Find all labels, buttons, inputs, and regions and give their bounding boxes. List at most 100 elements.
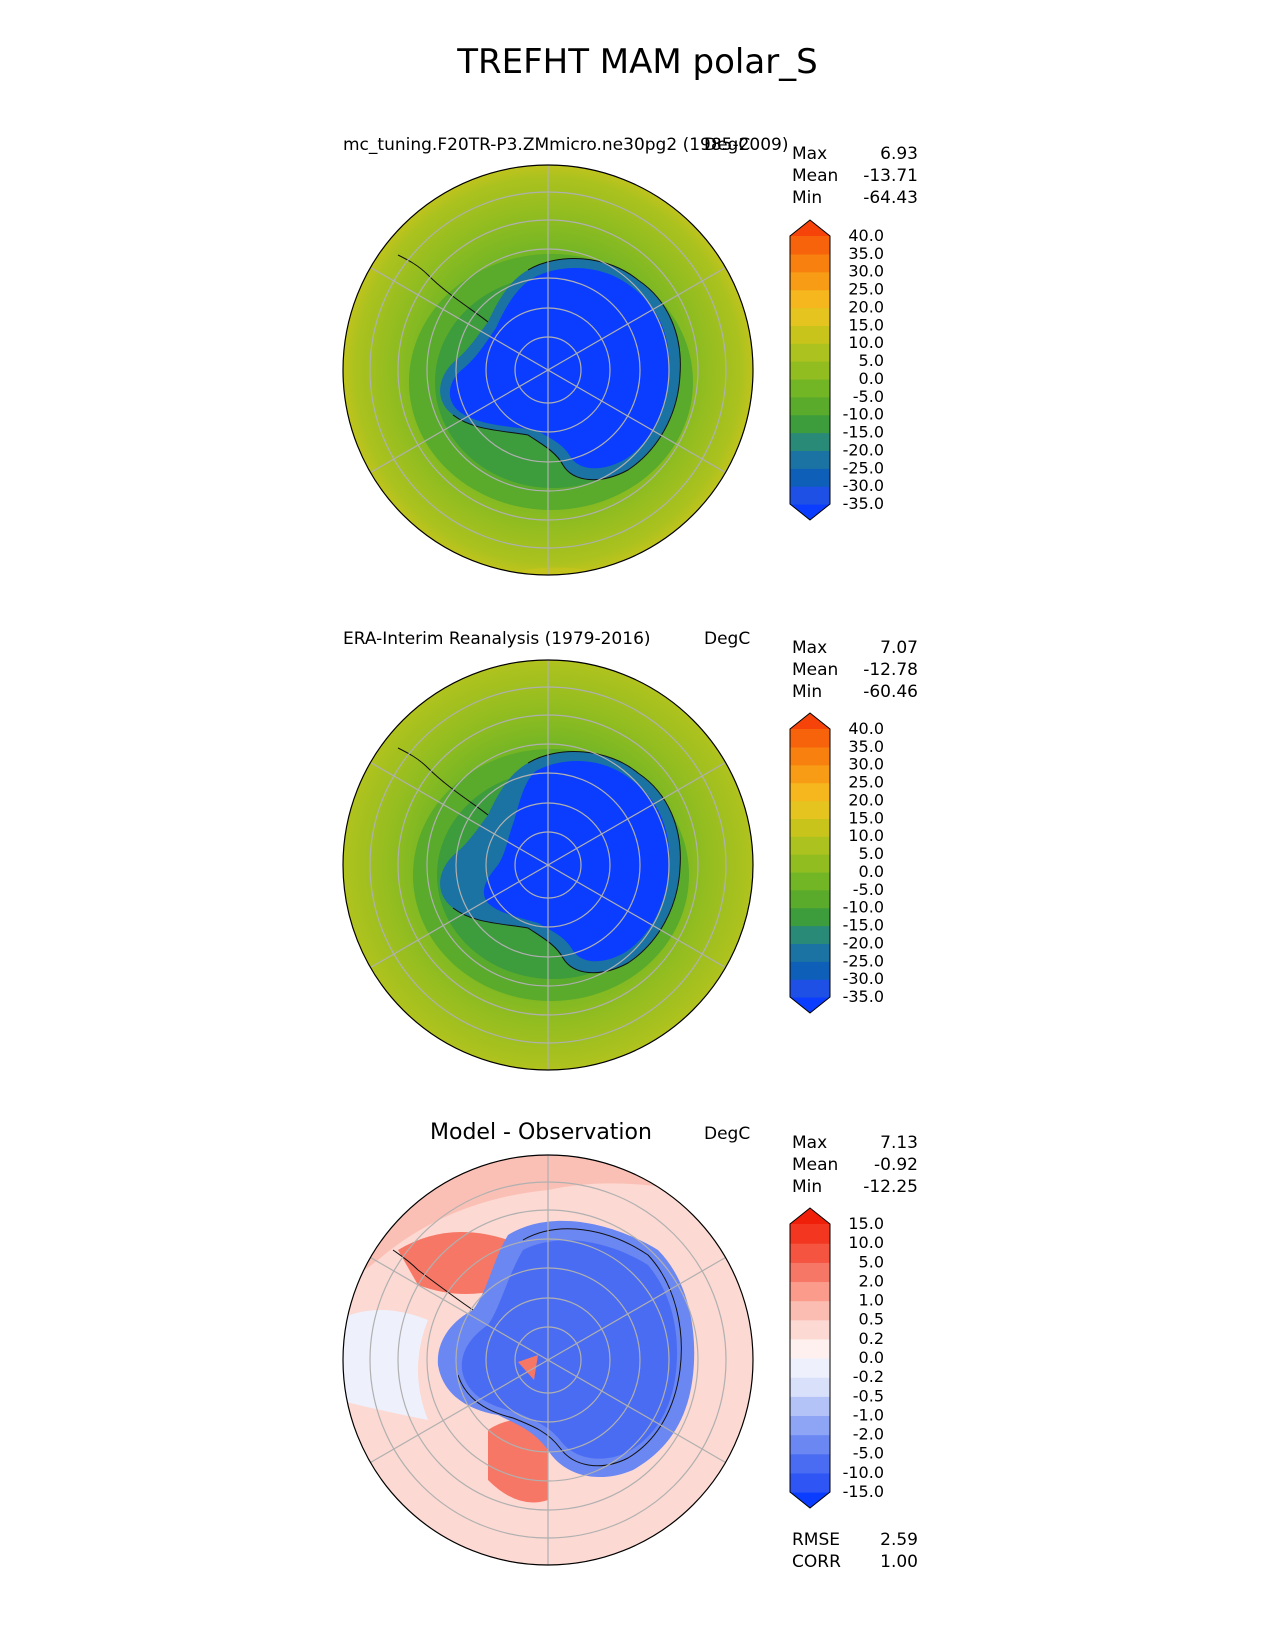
colorbar-tick-label: 30.0 xyxy=(848,755,884,774)
colorbar-segment xyxy=(790,325,830,344)
colorbar-tick-label: 25.0 xyxy=(848,773,884,792)
colorbar-tick-label: 10.0 xyxy=(848,826,884,845)
colorbar-tick-label: 20.0 xyxy=(848,297,884,316)
panel2-polar-map xyxy=(342,659,754,1071)
colorbar-segment xyxy=(790,450,830,469)
panel2-mean-value: -12.78 xyxy=(863,660,918,680)
colorbar-tick-label: -15.0 xyxy=(843,423,884,442)
colorbar-tick-label: 0.5 xyxy=(859,1310,884,1329)
rmse-value: 2.59 xyxy=(880,1530,918,1550)
panel1-stats: Max 6.93 Mean -13.71 Min -64.43 xyxy=(792,143,918,209)
colorbar-segment xyxy=(790,1262,830,1283)
colorbar-segment xyxy=(790,468,830,487)
colorbar-segment xyxy=(790,871,830,891)
panel2-graticule xyxy=(369,660,727,1070)
panel3-units: DegC xyxy=(704,1124,751,1144)
rmse-label: RMSE xyxy=(792,1530,841,1550)
colorbar-tick-label: 15.0 xyxy=(848,315,884,334)
panel2-mean-label: Mean xyxy=(792,660,839,680)
colorbar-segment xyxy=(790,396,830,416)
colorbar-tick-label: 5.0 xyxy=(859,351,884,370)
colorbar-max-extension xyxy=(790,713,830,729)
colorbar-tick-label: 35.0 xyxy=(848,244,884,263)
colorbar-tick-label: -35.0 xyxy=(843,987,884,1006)
colorbar-segment xyxy=(790,289,830,309)
colorbar-tick-label: 20.0 xyxy=(848,790,884,809)
colorbar-segment xyxy=(790,486,830,505)
colorbar-segment xyxy=(790,979,830,998)
colorbar-tick-label: 2.0 xyxy=(859,1271,884,1290)
colorbar-tick-label: -30.0 xyxy=(843,969,884,988)
colorbar-tick-label: 0.2 xyxy=(859,1329,884,1348)
colorbar-tick-label: -10.0 xyxy=(843,1463,884,1482)
panel1-polar-map xyxy=(342,164,754,576)
corr-label: CORR xyxy=(792,1552,841,1572)
colorbar-segment xyxy=(790,307,830,326)
colorbar-segment xyxy=(790,943,830,962)
panel3-warm-band xyxy=(343,1155,753,1290)
colorbar-segment xyxy=(790,961,830,980)
colorbar-tick-label: 1.0 xyxy=(859,1291,884,1310)
colorbar-segment xyxy=(790,432,830,451)
colorbar-segment xyxy=(790,854,830,873)
panel3-max-label: Max xyxy=(792,1133,828,1153)
panel1-mean-value: -13.71 xyxy=(863,166,918,186)
colorbar-segment xyxy=(790,1338,830,1359)
panel2-max-label: Max xyxy=(792,638,828,658)
colorbar-tick-label: 30.0 xyxy=(848,262,884,281)
panel3-max-value: 7.13 xyxy=(880,1133,918,1153)
corr-value: 1.00 xyxy=(880,1552,918,1572)
panel2-min-label: Min xyxy=(792,682,823,702)
colorbar-segment xyxy=(790,800,830,819)
colorbar-tick-label: -15.0 xyxy=(843,916,884,935)
figure-title: TREFHT MAM polar_S xyxy=(457,42,818,82)
colorbar-tick-label: -0.2 xyxy=(853,1367,884,1386)
panel3-colorbar: -15.0-10.0-5.0-2.0-1.0-0.5-0.20.00.20.51… xyxy=(789,1207,884,1509)
panel1-coastline xyxy=(397,254,681,481)
panel2-stats: Max 7.07 Mean -12.78 Min -60.46 xyxy=(792,637,918,703)
colorbar-outline xyxy=(789,712,831,1014)
colorbar-segment xyxy=(790,782,830,802)
colorbar-tick-label: 15.0 xyxy=(848,1214,884,1233)
panel3-stats: Max 7.13 Mean -0.92 Min -12.25 xyxy=(792,1132,918,1198)
colorbar-tick-label: 5.0 xyxy=(859,1252,884,1271)
colorbar-segment xyxy=(790,1377,830,1397)
panel1-graticule xyxy=(369,165,727,575)
panel1-min-value: -64.43 xyxy=(863,188,918,208)
panel1-units: DegC xyxy=(704,135,751,155)
colorbar-tick-label: -20.0 xyxy=(843,933,884,952)
colorbar-tick-label: -35.0 xyxy=(843,494,884,513)
colorbar-tick-label: -2.0 xyxy=(853,1425,884,1444)
colorbar-max-extension xyxy=(790,1208,830,1224)
panel2-map-border xyxy=(342,659,754,1071)
colorbar-segment xyxy=(790,1300,830,1321)
colorbar-tick-label: -5.0 xyxy=(853,880,884,899)
colorbar-tick-label: 0.0 xyxy=(859,1348,884,1367)
colorbar-segment xyxy=(790,764,830,784)
panel3-coastline xyxy=(392,1228,682,1467)
colorbar-segment xyxy=(790,1224,830,1244)
colorbar-max-extension xyxy=(790,220,830,236)
colorbar-tick-label: 10.0 xyxy=(848,333,884,352)
colorbar-segment xyxy=(790,1453,830,1474)
panel3-mean-value: -0.92 xyxy=(874,1155,918,1175)
panel1-max-label: Max xyxy=(792,144,828,164)
panel3-graticule xyxy=(369,1155,727,1565)
panel2-min-value: -60.46 xyxy=(863,682,918,702)
colorbar-segment xyxy=(790,1434,830,1455)
colorbar-tick-label: -25.0 xyxy=(843,951,884,970)
panel3-title: Model - Observation xyxy=(430,1120,652,1145)
colorbar-segment xyxy=(790,271,830,291)
panel1-min-label: Min xyxy=(792,188,823,208)
colorbar-segment xyxy=(790,1358,830,1378)
panel3-ross-warm xyxy=(398,1232,508,1294)
panel2-units: DegC xyxy=(704,629,751,649)
colorbar-segment xyxy=(790,1281,830,1302)
panel1-max-value: 6.93 xyxy=(880,144,918,164)
colorbar-tick-label: 25.0 xyxy=(848,280,884,299)
panel1-mean-label: Mean xyxy=(792,166,839,186)
colorbar-tick-label: 40.0 xyxy=(848,226,884,245)
colorbar-tick-label: 15.0 xyxy=(848,808,884,827)
panel3-metrics: RMSE 2.59 CORR 1.00 xyxy=(792,1529,918,1573)
panel2-title: ERA-Interim Reanalysis (1979-2016) xyxy=(343,629,651,649)
